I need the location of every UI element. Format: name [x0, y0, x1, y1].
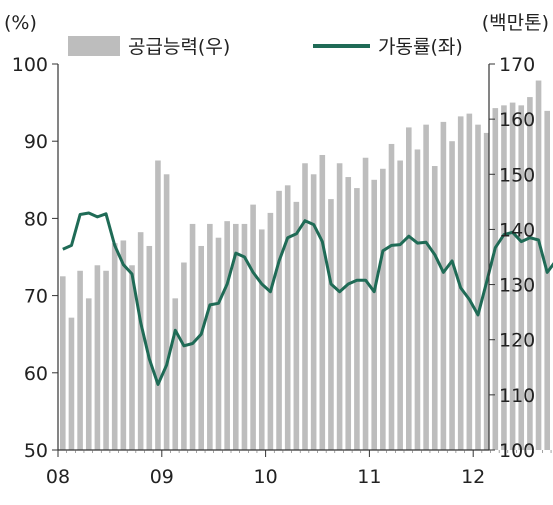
supply-bar [129, 265, 135, 450]
supply-bar [310, 174, 317, 451]
left-tick-label: 70 [24, 286, 48, 308]
left-tick-label: 100 [12, 54, 48, 76]
x-tick-label: 08 [46, 466, 70, 488]
right-tick-label: 100 [499, 440, 535, 462]
supply-bar [233, 223, 239, 450]
left-tick-label: 50 [24, 440, 48, 462]
supply-bar [120, 240, 127, 450]
supply-bar [397, 160, 403, 450]
right-tick-label: 150 [499, 164, 535, 186]
right-tick-label: 140 [499, 219, 535, 241]
right-tick-label: 130 [499, 275, 535, 297]
supply-bar [172, 298, 179, 450]
supply-bar [423, 124, 429, 451]
supply-bar [293, 201, 300, 450]
supply-bar [77, 270, 83, 450]
right-tick-label: 160 [499, 109, 535, 131]
left-tick-label: 60 [24, 363, 48, 385]
supply-bar [527, 97, 533, 450]
x-tick-label: 10 [254, 466, 278, 488]
supply-bar [250, 204, 256, 450]
supply-bar [535, 80, 542, 451]
supply-bar [94, 265, 101, 450]
supply-bar [267, 212, 274, 450]
supply-bar [406, 127, 412, 451]
legend: 공급능력(우) 가동률(좌) [68, 36, 463, 58]
supply-bar [414, 149, 421, 450]
axes: 50 60 70 80 90 100 100 110 120 130 140 150 160 170 08 0… [12, 54, 552, 488]
utilization-line [62, 211, 553, 386]
supply-bar [224, 221, 230, 450]
x-tick-label: 12 [461, 466, 485, 488]
supply-bar [544, 110, 550, 450]
supply-bar [241, 223, 248, 450]
right-tick-label: 170 [499, 54, 535, 76]
supply-bar [354, 188, 360, 451]
supply-bar [483, 132, 490, 450]
supply-bar [492, 108, 499, 450]
right-tick-label: 120 [499, 330, 535, 352]
left-tick-label: 90 [24, 131, 48, 153]
supply-bar [146, 245, 153, 450]
supply-bar [85, 298, 92, 450]
supply-bar [276, 190, 282, 451]
x-tick-label: 09 [150, 466, 174, 488]
supply-bar [207, 223, 213, 450]
right-unit-label: (백만톤) [482, 12, 549, 34]
supply-bar [258, 229, 265, 450]
supply-bar [68, 317, 75, 450]
supply-bar [215, 237, 222, 450]
supply-bar [163, 174, 170, 451]
utilization-line-layer [62, 211, 553, 386]
supply-bar [60, 276, 66, 450]
supply-bar [440, 121, 447, 451]
right-tick-label: 110 [499, 385, 535, 407]
supply-bar [380, 168, 386, 450]
supply-bar [449, 141, 455, 450]
supply-bar [336, 163, 343, 450]
supply-bar [103, 270, 109, 450]
legend-bars-label: 공급능력(우) [128, 36, 230, 58]
supply-bar [284, 185, 291, 451]
left-tick-label: 80 [24, 208, 48, 230]
supply-bar [328, 199, 334, 450]
supply-bar [431, 166, 438, 450]
supply-bar [302, 163, 308, 450]
supply-bar [475, 124, 481, 451]
supply-bar [501, 105, 507, 450]
supply-bar [509, 102, 516, 450]
supply-bar [137, 232, 144, 450]
legend-bars-swatch [68, 36, 120, 56]
supply-bar [388, 143, 395, 450]
x-tick-label: 11 [357, 466, 381, 488]
supply-bar [319, 154, 326, 450]
supply-bar [155, 160, 161, 450]
supply-capacity-bars [60, 80, 550, 451]
supply-bar [181, 262, 187, 450]
supply-bar [371, 179, 377, 451]
left-unit-label: (%) [4, 12, 37, 34]
supply-bar [111, 243, 118, 450]
supply-bar [466, 113, 473, 450]
supply-bar [518, 105, 525, 450]
legend-line-label: 가동률(좌) [378, 36, 463, 58]
supply-bar [198, 245, 204, 450]
supply-bar [362, 157, 369, 450]
supply-bar [189, 223, 196, 450]
supply-bar [345, 177, 352, 451]
